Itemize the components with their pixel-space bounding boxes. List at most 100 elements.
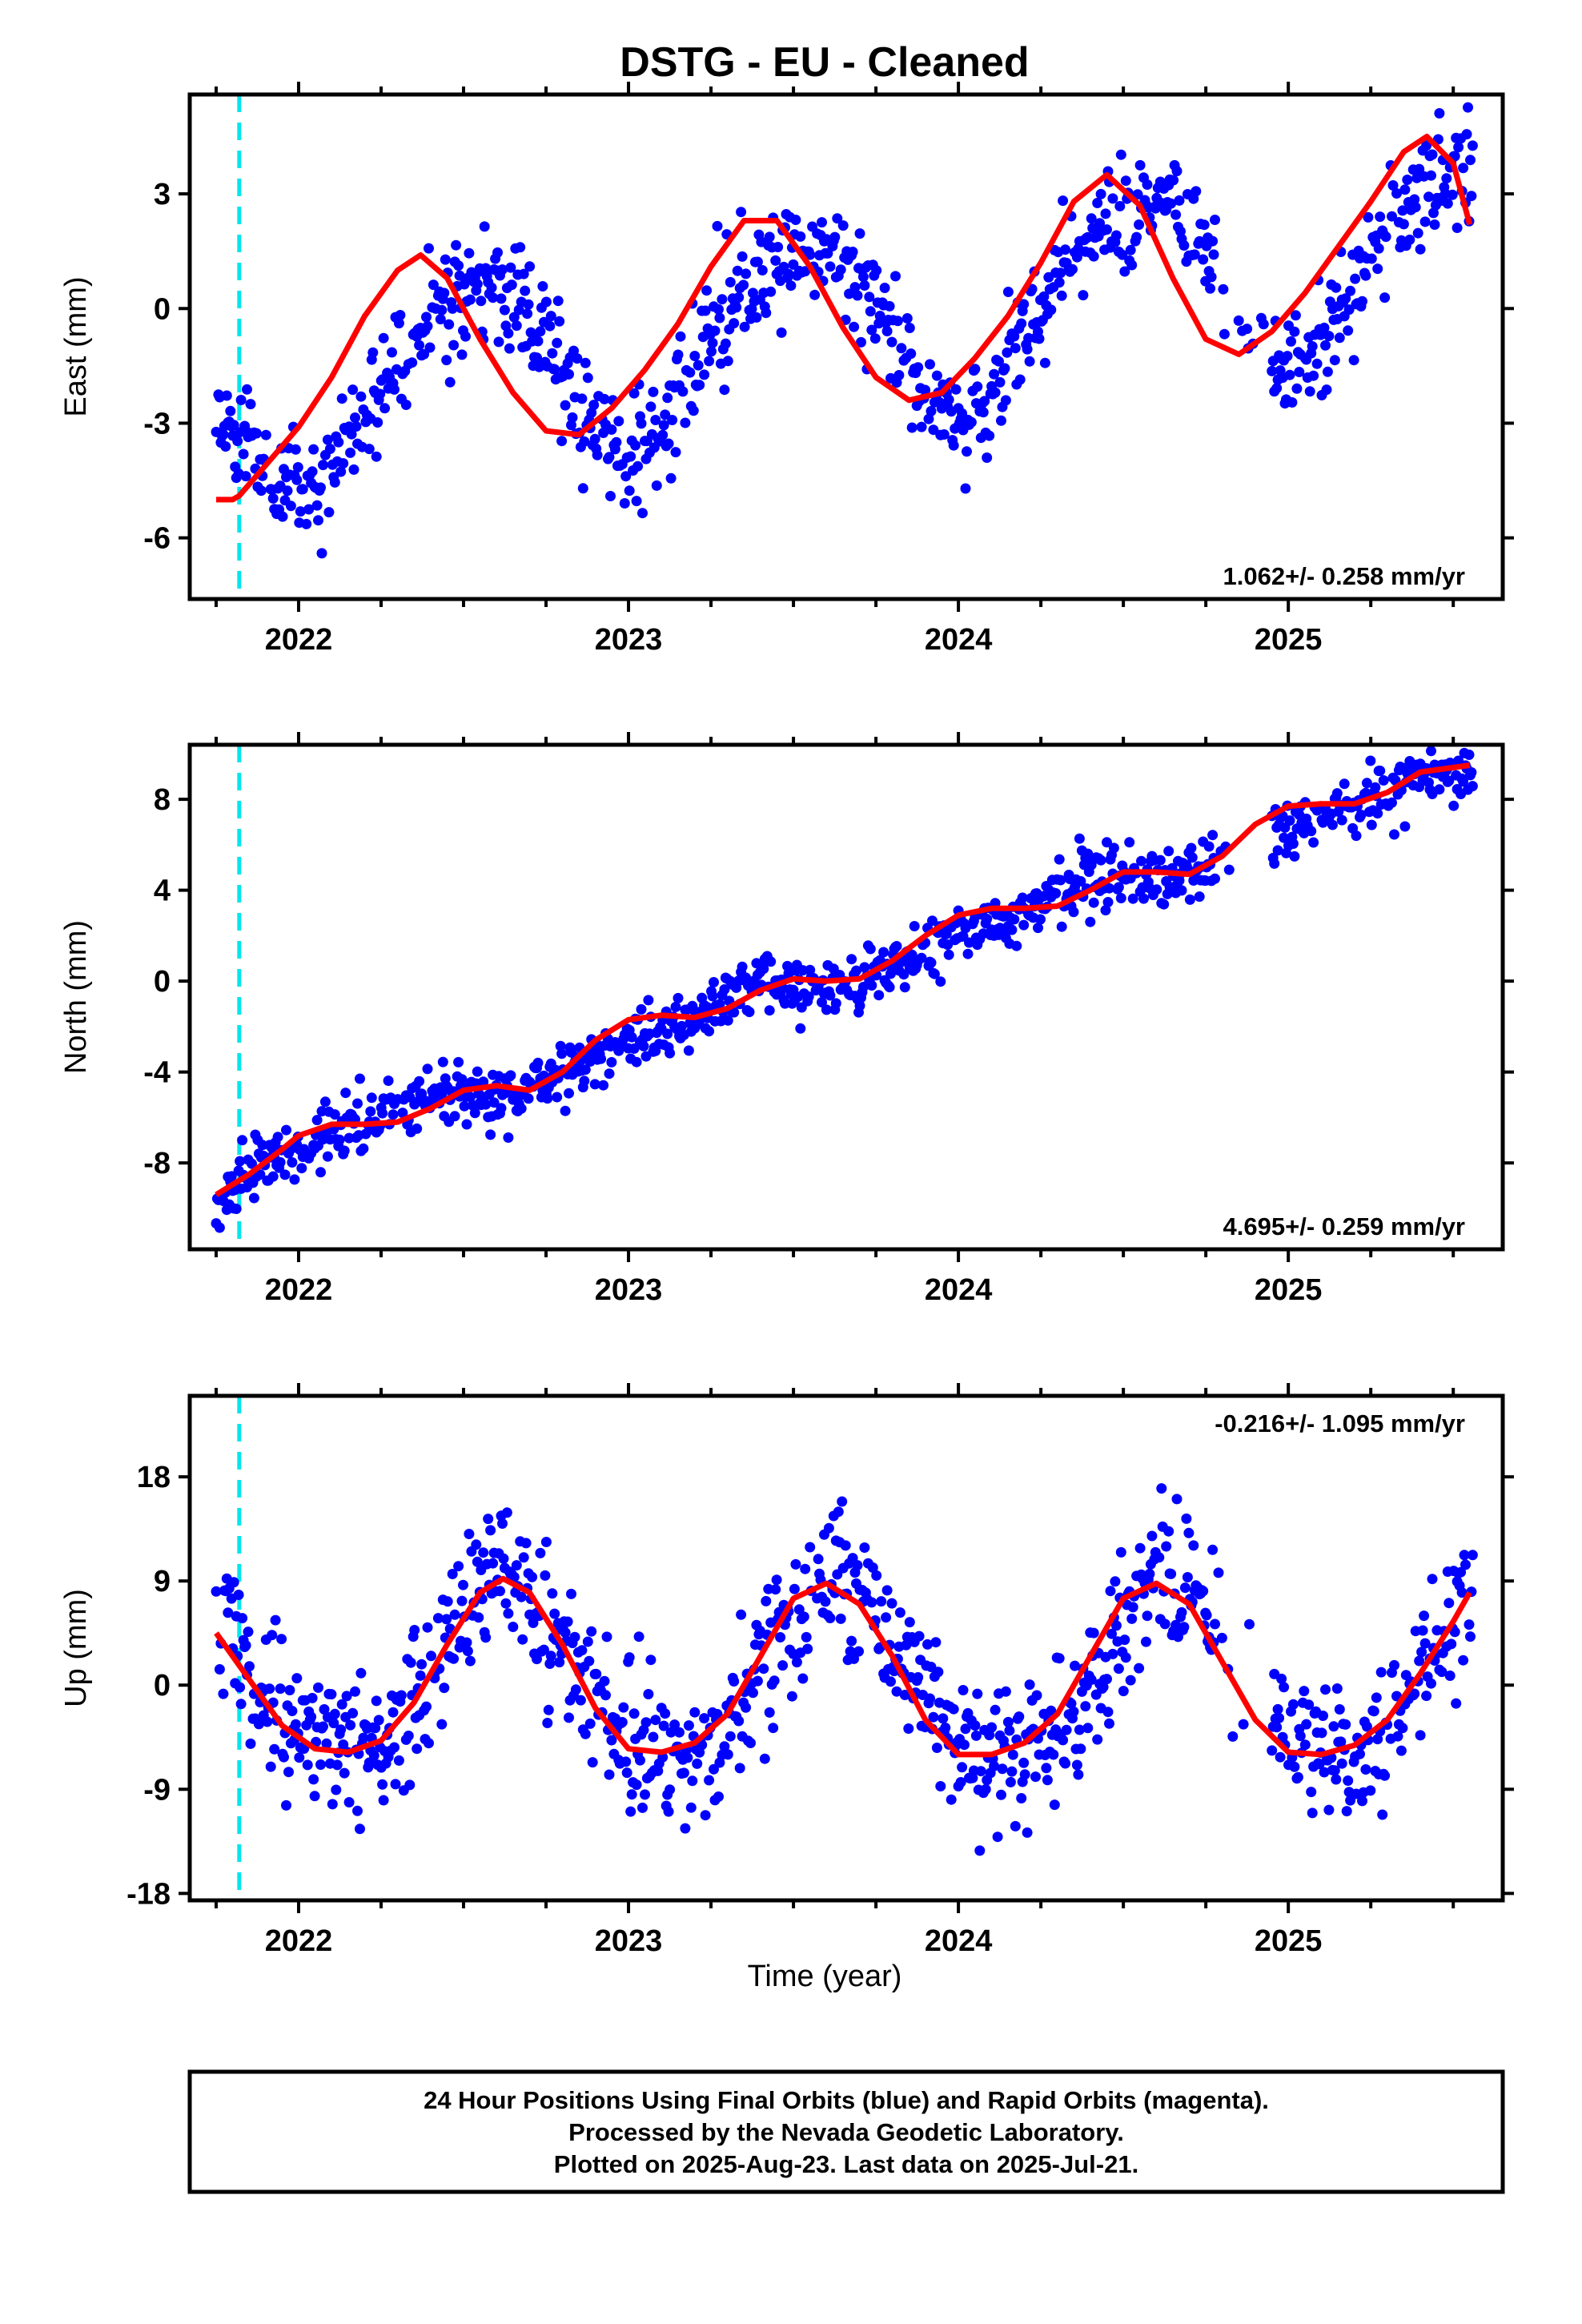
data-point bbox=[876, 1596, 887, 1607]
data-point bbox=[1365, 1785, 1376, 1796]
data-point bbox=[486, 282, 497, 293]
data-point bbox=[1088, 897, 1099, 908]
data-point bbox=[1071, 1759, 1082, 1771]
data-point bbox=[456, 1074, 468, 1085]
data-point bbox=[935, 1781, 946, 1791]
data-point bbox=[329, 1109, 340, 1120]
data-point bbox=[1467, 140, 1478, 151]
data-point bbox=[395, 310, 406, 320]
data-point bbox=[1141, 1636, 1151, 1647]
data-point bbox=[1161, 1541, 1172, 1552]
data-point bbox=[701, 285, 713, 296]
data-point bbox=[307, 1692, 318, 1703]
data-point bbox=[444, 376, 456, 388]
data-point bbox=[1318, 1711, 1328, 1721]
data-point bbox=[817, 217, 827, 228]
data-point bbox=[1074, 1724, 1085, 1735]
data-point bbox=[1331, 282, 1342, 293]
data-point bbox=[324, 444, 335, 454]
data-point bbox=[905, 348, 917, 360]
data-point bbox=[713, 1791, 724, 1802]
data-point bbox=[1269, 858, 1280, 869]
data-point bbox=[775, 1632, 786, 1642]
data-point bbox=[508, 1571, 520, 1582]
data-point bbox=[576, 393, 588, 404]
y-axis-label: North (mm) bbox=[59, 920, 93, 1074]
data-point bbox=[871, 1570, 882, 1581]
data-point bbox=[745, 1738, 756, 1748]
data-point bbox=[319, 1704, 330, 1715]
data-point bbox=[323, 507, 335, 518]
data-point bbox=[1414, 1655, 1425, 1667]
data-point bbox=[1125, 1675, 1136, 1686]
data-point bbox=[488, 292, 499, 304]
data-point bbox=[480, 1099, 492, 1110]
data-point bbox=[498, 1553, 509, 1564]
data-point bbox=[1055, 267, 1066, 279]
data-point bbox=[1181, 1513, 1192, 1524]
data-point bbox=[1206, 271, 1217, 283]
data-point bbox=[1198, 1586, 1209, 1597]
data-point bbox=[683, 1045, 694, 1056]
data-point bbox=[1331, 1683, 1343, 1694]
data-point bbox=[1041, 1763, 1052, 1774]
data-point bbox=[940, 1723, 951, 1733]
data-point bbox=[899, 982, 910, 993]
data-point bbox=[1048, 1749, 1059, 1760]
data-point bbox=[1126, 1613, 1138, 1624]
data-point bbox=[1421, 1691, 1432, 1702]
data-point bbox=[626, 1031, 637, 1043]
data-point bbox=[480, 1632, 492, 1643]
data-point bbox=[1102, 837, 1112, 848]
data-point bbox=[355, 391, 367, 402]
y-tick-label: 8 bbox=[154, 783, 171, 817]
data-point bbox=[990, 387, 1001, 398]
data-point bbox=[492, 247, 503, 258]
data-point bbox=[517, 1634, 528, 1645]
data-point bbox=[400, 400, 412, 410]
data-point bbox=[251, 428, 262, 439]
plot-frame bbox=[187, 92, 1505, 601]
data-point bbox=[1182, 1572, 1193, 1582]
data-point bbox=[1343, 304, 1355, 316]
data-point bbox=[1308, 370, 1319, 381]
y-tick-label: -18 bbox=[126, 1877, 171, 1911]
data-point bbox=[355, 1823, 365, 1835]
data-point bbox=[970, 1730, 982, 1741]
data-point bbox=[322, 1151, 333, 1162]
data-point bbox=[592, 449, 603, 460]
data-point bbox=[994, 356, 1004, 367]
data-point bbox=[1018, 1757, 1030, 1768]
data-point bbox=[1458, 776, 1469, 787]
data-point bbox=[1216, 1632, 1227, 1643]
data-point bbox=[1345, 285, 1356, 296]
data-point bbox=[667, 415, 678, 425]
data-point bbox=[979, 396, 990, 407]
data-point bbox=[955, 1777, 966, 1787]
data-point bbox=[896, 343, 907, 354]
data-point bbox=[663, 438, 674, 449]
data-point bbox=[1107, 193, 1118, 204]
data-point bbox=[1203, 841, 1215, 852]
data-point bbox=[1018, 299, 1030, 310]
data-point bbox=[560, 400, 571, 411]
data-point bbox=[1447, 189, 1458, 200]
data-point bbox=[1201, 1610, 1212, 1621]
data-point bbox=[1223, 864, 1235, 875]
data-point bbox=[1018, 919, 1030, 931]
data-point bbox=[436, 304, 448, 316]
data-point bbox=[311, 500, 323, 511]
data-point bbox=[1092, 1734, 1103, 1745]
data-point bbox=[291, 474, 303, 485]
data-point bbox=[1271, 1722, 1283, 1733]
data-point bbox=[1307, 1807, 1318, 1819]
data-point bbox=[1085, 916, 1096, 927]
data-point bbox=[1154, 854, 1166, 866]
data-point bbox=[308, 1774, 319, 1785]
data-point bbox=[1080, 1701, 1091, 1712]
data-point bbox=[722, 1749, 733, 1760]
data-point bbox=[1449, 1626, 1460, 1638]
data-point bbox=[538, 1644, 549, 1655]
data-point bbox=[881, 1612, 892, 1623]
data-point bbox=[795, 231, 806, 242]
